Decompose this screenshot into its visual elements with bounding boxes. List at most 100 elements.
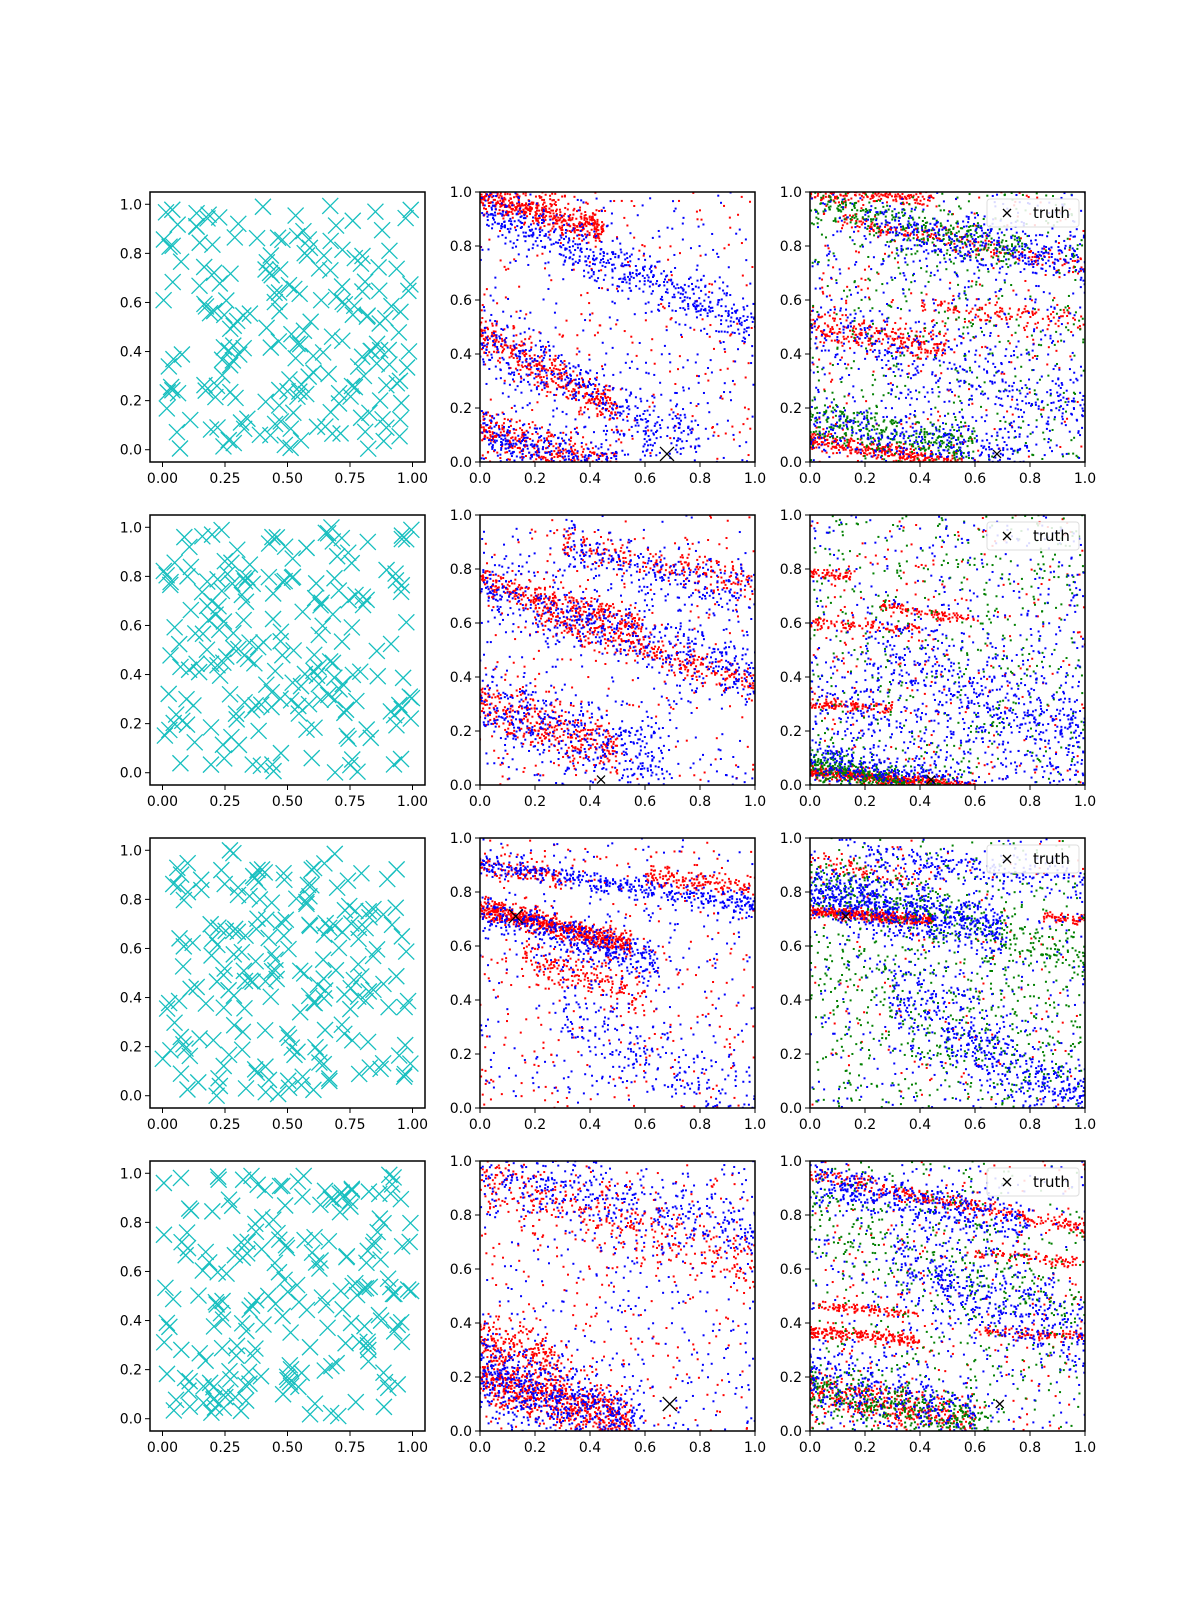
point xyxy=(491,447,494,450)
point xyxy=(985,237,988,240)
point xyxy=(904,458,907,461)
point xyxy=(1066,322,1069,325)
point xyxy=(899,455,902,458)
point xyxy=(872,449,875,452)
point xyxy=(616,237,619,240)
point xyxy=(605,399,608,402)
point xyxy=(859,324,862,327)
point xyxy=(1034,355,1037,358)
point xyxy=(676,451,679,454)
point xyxy=(737,348,740,351)
point xyxy=(875,232,878,235)
point xyxy=(985,409,988,412)
point xyxy=(622,277,625,280)
point xyxy=(743,319,746,322)
point xyxy=(516,225,519,228)
point xyxy=(948,254,951,257)
point xyxy=(732,303,735,306)
point xyxy=(821,286,824,289)
sample-point xyxy=(392,303,409,321)
point xyxy=(544,346,547,349)
point xyxy=(1051,261,1054,264)
point xyxy=(827,206,830,209)
point xyxy=(558,442,561,445)
point xyxy=(911,451,914,454)
point xyxy=(534,195,537,198)
point xyxy=(601,221,604,224)
point xyxy=(515,213,518,216)
point xyxy=(957,436,960,439)
point xyxy=(936,343,939,346)
point xyxy=(592,218,595,221)
point xyxy=(818,316,821,319)
point xyxy=(502,422,505,425)
point xyxy=(917,346,920,349)
point xyxy=(841,444,844,447)
point xyxy=(862,218,865,221)
point xyxy=(751,266,754,269)
point xyxy=(501,427,504,430)
point xyxy=(707,296,710,299)
point xyxy=(502,214,505,217)
point xyxy=(564,248,567,251)
point xyxy=(570,390,573,393)
point xyxy=(559,217,562,220)
point xyxy=(626,415,629,418)
point xyxy=(679,438,682,441)
point xyxy=(552,212,555,215)
point xyxy=(826,334,829,337)
point xyxy=(917,445,920,448)
point xyxy=(600,443,603,446)
point xyxy=(578,237,581,240)
point xyxy=(895,425,898,428)
point xyxy=(537,373,540,376)
point xyxy=(889,450,892,453)
point xyxy=(609,444,612,447)
point xyxy=(526,404,529,407)
point xyxy=(569,367,572,370)
point xyxy=(810,431,812,434)
point xyxy=(702,274,705,277)
point xyxy=(568,245,571,248)
point xyxy=(548,211,551,214)
point xyxy=(844,201,847,204)
point xyxy=(614,413,617,416)
point xyxy=(524,443,527,446)
point xyxy=(576,246,579,249)
point xyxy=(1011,253,1014,256)
point xyxy=(920,452,923,455)
point xyxy=(557,368,560,371)
point xyxy=(579,371,582,374)
point xyxy=(502,412,505,415)
point xyxy=(935,439,938,442)
point xyxy=(1071,259,1074,262)
point xyxy=(552,445,555,448)
point xyxy=(619,242,622,245)
point xyxy=(581,413,584,416)
point xyxy=(1058,272,1061,275)
point xyxy=(890,443,893,446)
point xyxy=(538,216,541,219)
point xyxy=(822,210,825,213)
point xyxy=(508,230,511,233)
point xyxy=(593,230,596,233)
point xyxy=(959,450,962,453)
point xyxy=(576,383,579,386)
point xyxy=(855,213,858,216)
point xyxy=(822,197,825,200)
point xyxy=(854,213,857,216)
point xyxy=(493,338,496,341)
point xyxy=(481,212,484,215)
point xyxy=(681,287,684,290)
point xyxy=(919,335,922,338)
point xyxy=(660,272,663,275)
point xyxy=(865,445,868,448)
point xyxy=(903,214,906,217)
point xyxy=(908,222,911,225)
point xyxy=(947,231,950,234)
sample-point xyxy=(375,432,393,450)
point xyxy=(514,260,517,263)
point xyxy=(1024,243,1027,246)
point xyxy=(503,226,506,229)
point xyxy=(543,201,546,204)
